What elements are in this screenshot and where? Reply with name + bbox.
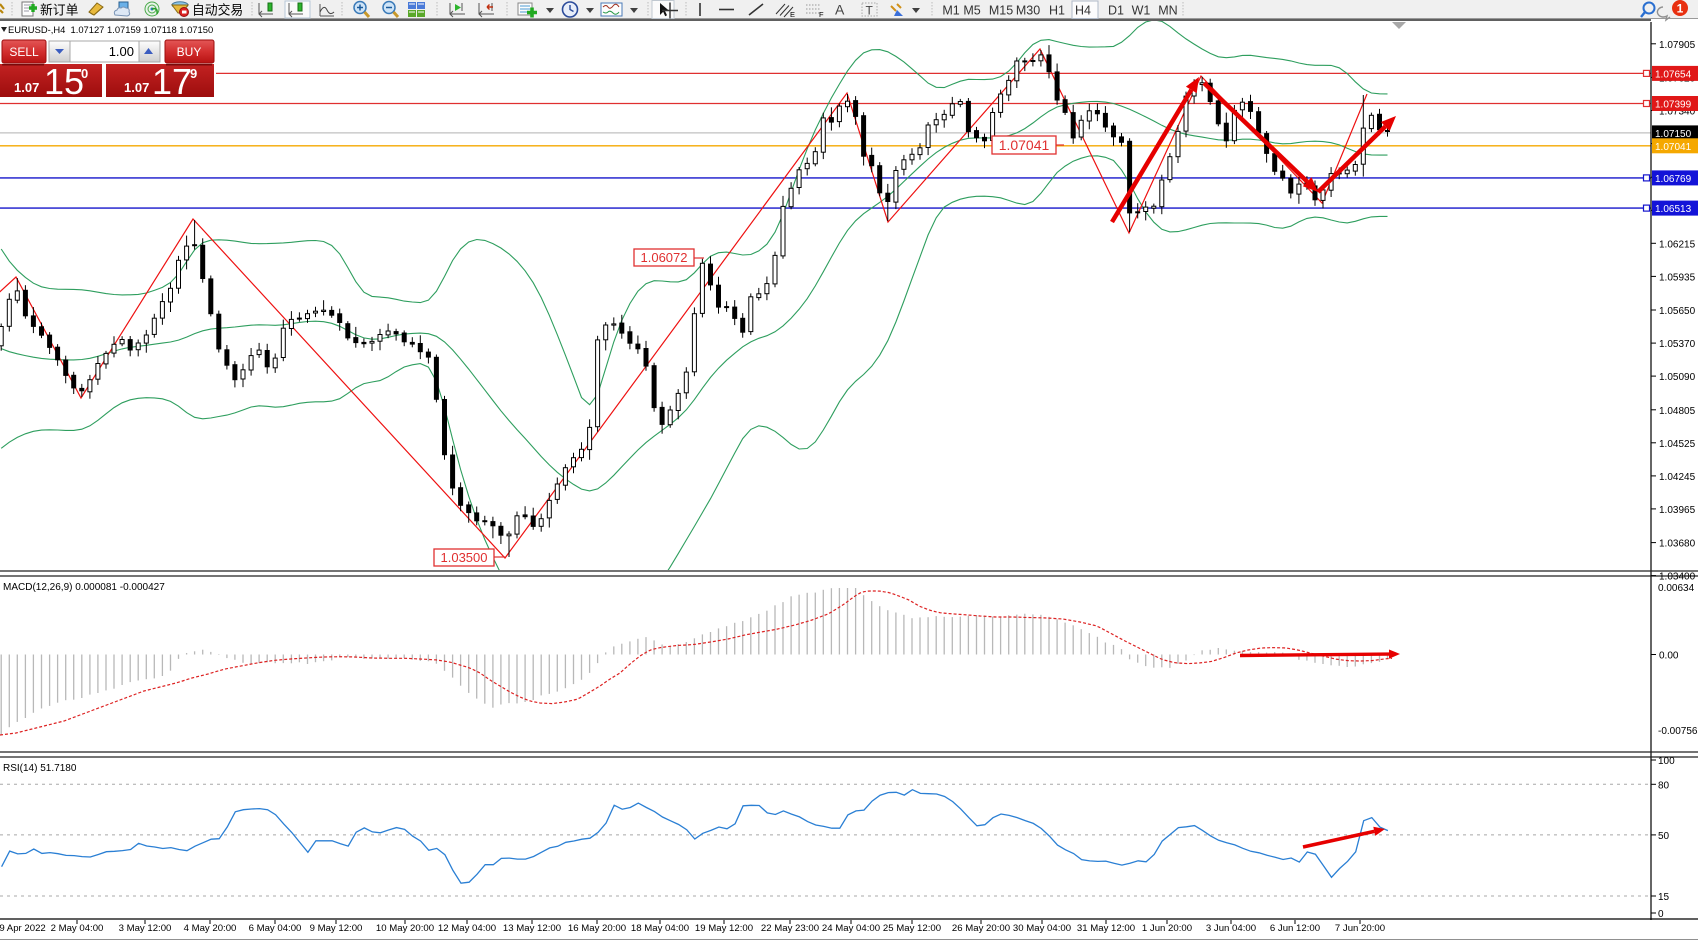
svg-text:24 May 04:00: 24 May 04:00 bbox=[822, 923, 880, 934]
svg-text:MN: MN bbox=[1158, 4, 1177, 18]
svg-text:1.05650: 1.05650 bbox=[1659, 306, 1696, 317]
svg-text:22 May 23:00: 22 May 23:00 bbox=[761, 923, 819, 934]
svg-text:7 Jun 20:00: 7 Jun 20:00 bbox=[1335, 923, 1385, 934]
svg-text:17: 17 bbox=[152, 61, 192, 102]
svg-text:29 Apr 2022: 29 Apr 2022 bbox=[0, 923, 46, 934]
svg-text:M30: M30 bbox=[1016, 4, 1040, 18]
svg-text:19 May 12:00: 19 May 12:00 bbox=[695, 923, 753, 934]
svg-text:M1: M1 bbox=[942, 4, 959, 18]
svg-text:1.04805: 1.04805 bbox=[1659, 406, 1696, 417]
svg-text:EURUSD-,H4 1.07127 1.07159 1.: EURUSD-,H4 1.07127 1.07159 1.07118 1.071… bbox=[8, 24, 213, 35]
svg-text:80: 80 bbox=[1658, 780, 1670, 791]
svg-text:1.05370: 1.05370 bbox=[1659, 339, 1696, 350]
svg-text:1: 1 bbox=[1677, 2, 1684, 16]
svg-text:6 May 04:00: 6 May 04:00 bbox=[249, 923, 302, 934]
svg-text:9 May 12:00: 9 May 12:00 bbox=[310, 923, 363, 934]
svg-text:1.00: 1.00 bbox=[109, 44, 134, 59]
svg-text:RSI(14) 51.7180: RSI(14) 51.7180 bbox=[3, 763, 77, 774]
svg-text:4 May 20:00: 4 May 20:00 bbox=[184, 923, 237, 934]
svg-text:16 May 20:00: 16 May 20:00 bbox=[568, 923, 626, 934]
svg-text:1.05935: 1.05935 bbox=[1659, 272, 1696, 283]
svg-text:1.06072: 1.06072 bbox=[641, 250, 688, 265]
svg-text:10 May 20:00: 10 May 20:00 bbox=[376, 923, 434, 934]
svg-text:1.07: 1.07 bbox=[124, 80, 149, 95]
svg-text:3 May 12:00: 3 May 12:00 bbox=[119, 923, 172, 934]
svg-text:3 Jun 04:00: 3 Jun 04:00 bbox=[1206, 923, 1256, 934]
svg-text:13 May 12:00: 13 May 12:00 bbox=[503, 923, 561, 934]
svg-text:1.03965: 1.03965 bbox=[1659, 505, 1696, 516]
svg-text:100: 100 bbox=[1658, 756, 1675, 767]
svg-text:0.00634: 0.00634 bbox=[1658, 583, 1695, 594]
svg-text:自动交易: 自动交易 bbox=[192, 3, 243, 18]
svg-text:12 May 04:00: 12 May 04:00 bbox=[438, 923, 496, 934]
svg-text:SELL: SELL bbox=[9, 45, 39, 59]
svg-text:0: 0 bbox=[81, 66, 88, 81]
svg-text:9: 9 bbox=[190, 66, 197, 81]
svg-text:-0.007563: -0.007563 bbox=[1658, 726, 1698, 737]
svg-text:1.04525: 1.04525 bbox=[1659, 439, 1696, 450]
svg-text:D1: D1 bbox=[1108, 4, 1124, 18]
svg-text:31 May 12:00: 31 May 12:00 bbox=[1077, 923, 1135, 934]
svg-text:T: T bbox=[866, 4, 874, 18]
svg-text:15: 15 bbox=[1658, 892, 1670, 903]
svg-text:W1: W1 bbox=[1132, 4, 1151, 18]
svg-text:1.07150: 1.07150 bbox=[1655, 129, 1692, 140]
svg-text:50: 50 bbox=[1658, 831, 1670, 842]
svg-text:1.07399: 1.07399 bbox=[1655, 100, 1692, 111]
svg-text:1.07041: 1.07041 bbox=[1655, 142, 1692, 153]
svg-text:1.05090: 1.05090 bbox=[1659, 372, 1696, 383]
svg-text:M15: M15 bbox=[989, 4, 1013, 18]
svg-text:0.00: 0.00 bbox=[1659, 651, 1679, 662]
svg-text:1.06215: 1.06215 bbox=[1659, 239, 1696, 250]
svg-text:1.07: 1.07 bbox=[14, 80, 39, 95]
svg-text:1 Jun 20:00: 1 Jun 20:00 bbox=[1142, 923, 1192, 934]
svg-text:1.07340: 1.07340 bbox=[1659, 107, 1696, 118]
svg-text:1.07654: 1.07654 bbox=[1655, 69, 1692, 80]
svg-text:2 May 04:00: 2 May 04:00 bbox=[51, 923, 104, 934]
svg-text:F: F bbox=[819, 10, 824, 19]
svg-text:1.06769: 1.06769 bbox=[1655, 174, 1692, 185]
svg-text:MACD(12,26,9) 0.000081 -0.0004: MACD(12,26,9) 0.000081 -0.000427 bbox=[3, 582, 165, 593]
svg-text:H1: H1 bbox=[1049, 4, 1065, 18]
svg-text:1.03400: 1.03400 bbox=[1659, 572, 1696, 583]
svg-text:6 Jun 12:00: 6 Jun 12:00 bbox=[1270, 923, 1320, 934]
svg-text:E: E bbox=[790, 10, 795, 19]
svg-text:A: A bbox=[835, 2, 845, 18]
svg-text:1.07905: 1.07905 bbox=[1659, 40, 1696, 51]
svg-text:1.06513: 1.06513 bbox=[1655, 204, 1692, 215]
svg-text:18 May 04:00: 18 May 04:00 bbox=[631, 923, 689, 934]
svg-text:15: 15 bbox=[44, 61, 84, 102]
svg-text:1.04245: 1.04245 bbox=[1659, 472, 1696, 483]
svg-text:H4: H4 bbox=[1075, 4, 1091, 18]
svg-text:1.03500: 1.03500 bbox=[441, 550, 488, 565]
svg-text:25 May 12:00: 25 May 12:00 bbox=[883, 923, 941, 934]
svg-text:新订单: 新订单 bbox=[40, 3, 79, 18]
svg-text:30 May 04:00: 30 May 04:00 bbox=[1013, 923, 1071, 934]
svg-text:M5: M5 bbox=[963, 4, 980, 18]
svg-text:26 May 20:00: 26 May 20:00 bbox=[952, 923, 1010, 934]
svg-text:1.07041: 1.07041 bbox=[999, 137, 1050, 153]
svg-text:0: 0 bbox=[1658, 909, 1664, 920]
svg-text:BUY: BUY bbox=[177, 45, 202, 59]
svg-text:1.03680: 1.03680 bbox=[1659, 539, 1696, 550]
